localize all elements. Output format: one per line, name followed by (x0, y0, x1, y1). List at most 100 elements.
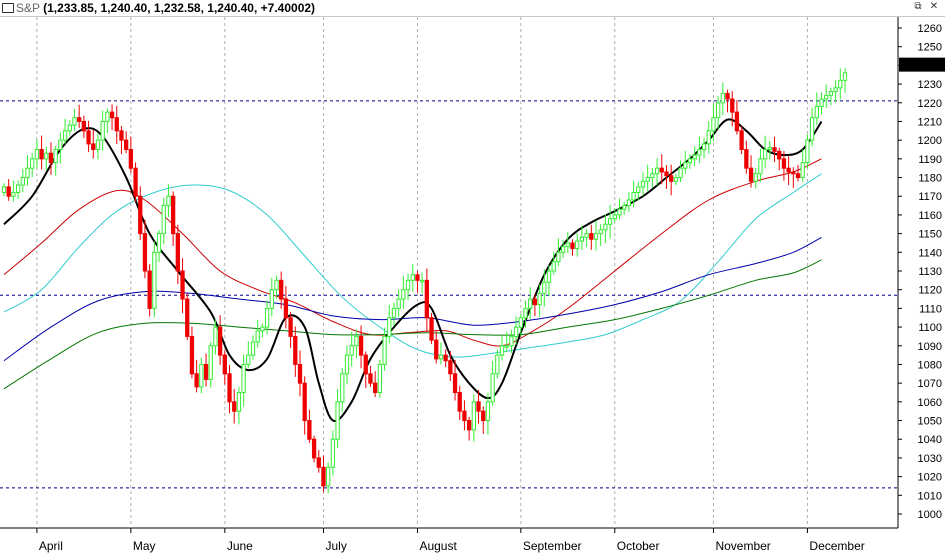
candle-body (452, 373, 458, 393)
symbol-label: S&P (16, 1, 40, 15)
candle-body (753, 173, 758, 182)
candle-body (58, 139, 63, 150)
y-tick-label: 1100 (918, 322, 942, 334)
candle-body (203, 363, 209, 380)
candle-body (593, 233, 599, 240)
month-label: November (715, 539, 770, 553)
candle-body (180, 270, 185, 300)
candle-body (363, 354, 368, 375)
month-label: June (227, 539, 253, 553)
candle-body (701, 143, 707, 150)
candle-body (471, 401, 476, 431)
candle-body (424, 279, 429, 319)
candle-body (387, 317, 392, 337)
candle-body (551, 261, 556, 272)
ma-line-ma_green (3, 259, 822, 390)
y-axis-panel (898, 17, 945, 554)
y-tick-label: 1210 (918, 116, 942, 128)
close-icon[interactable]: ✕ (929, 1, 939, 12)
y-tick-label: 1060 (918, 397, 942, 409)
candle-body (100, 120, 105, 141)
y-tick-label: 1050 (918, 416, 942, 428)
candle-body (321, 466, 326, 487)
candle-body (67, 124, 72, 132)
candle-body (706, 130, 711, 145)
candle-body (199, 363, 204, 388)
candle-body (142, 233, 148, 272)
candle-body (772, 147, 777, 152)
candle-body (692, 154, 697, 160)
candle-body (481, 410, 486, 422)
candle-body (720, 92, 725, 104)
candle-body (189, 335, 195, 375)
candle-body (288, 317, 293, 337)
candle-body (443, 354, 448, 362)
candle-body (805, 139, 810, 164)
candle-body (542, 281, 547, 294)
candle-body (340, 373, 345, 403)
candle-body (697, 149, 702, 156)
candle-body (434, 339, 439, 360)
candle-body (227, 373, 232, 403)
ma-line-ma_cyan (3, 173, 822, 358)
y-tick-label: 1200 (918, 135, 942, 147)
candle-body (828, 91, 834, 96)
candle-body (396, 298, 401, 309)
candle-body (30, 158, 35, 169)
candle-body (86, 130, 91, 145)
candle-body (236, 392, 242, 412)
y-tick-label: 1190 (918, 154, 942, 166)
candle-body (260, 326, 265, 332)
candle-body (612, 214, 617, 220)
candle-body (161, 205, 166, 235)
last-price-tag (899, 57, 945, 72)
y-tick-label: 1160 (918, 210, 942, 222)
candle-body (546, 270, 552, 283)
title-bar: S&P (1,233.85, 1,240.40, 1,232.58, 1,240… (0, 0, 945, 17)
candle-body (166, 195, 171, 207)
candle-body (791, 171, 796, 175)
y-tick-label: 1000 (918, 509, 942, 521)
candle-body (575, 240, 580, 250)
candle-body (838, 79, 843, 89)
candle-body (264, 307, 270, 328)
candle-body (311, 438, 317, 459)
candle-body (307, 420, 312, 440)
candle-body (824, 94, 829, 100)
candle-body (147, 270, 152, 309)
candle-body (39, 149, 44, 160)
candle-body (105, 111, 110, 122)
candle-body (344, 354, 350, 375)
candle-body (640, 180, 646, 188)
y-tick-label: 1070 (918, 378, 942, 390)
candle-body (762, 149, 768, 160)
candle-body (81, 120, 87, 132)
candle-body (354, 335, 359, 347)
candle-body (72, 117, 77, 126)
month-label: April (39, 539, 63, 553)
candle-body (326, 466, 331, 487)
restore-icon[interactable]: ⧉ (914, 1, 922, 12)
candle-body (523, 307, 528, 319)
last-price-label: 1240.400 (899, 60, 945, 72)
candle-body (420, 279, 425, 283)
candle-body (330, 438, 336, 468)
candle-body (405, 279, 411, 291)
chart-title: S&P (1,233.85, 1,240.40, 1,232.58, 1,240… (16, 1, 315, 15)
candle-body (490, 373, 495, 403)
candle-body (246, 354, 251, 365)
candle-body (15, 184, 21, 193)
candle-body (91, 143, 96, 150)
candle-body (302, 382, 307, 422)
candle-body (217, 326, 223, 356)
candle-body (53, 149, 58, 164)
candle-body (814, 106, 819, 119)
y-tick-label: 1080 (918, 359, 942, 371)
plot-area (0, 17, 898, 528)
candle-body (297, 363, 303, 384)
candle-body (734, 111, 740, 132)
candle-body (744, 149, 749, 169)
candle-body (185, 298, 190, 337)
